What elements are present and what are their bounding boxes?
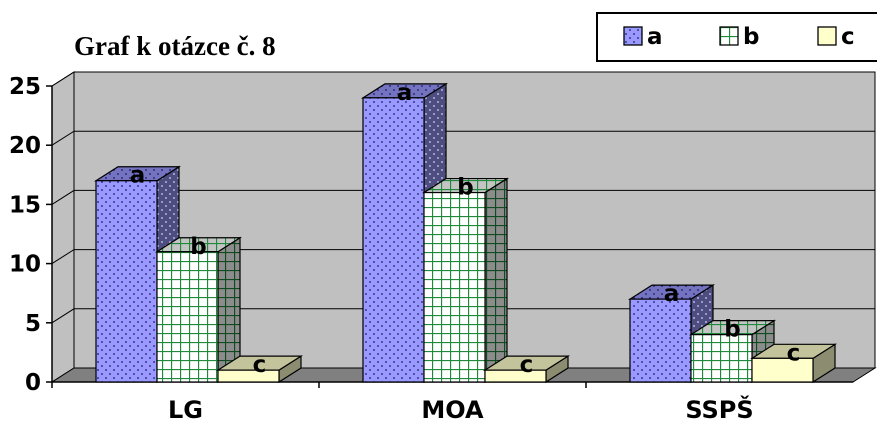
- bar-front: [362, 97, 425, 383]
- bar-b-LG: [154, 236, 243, 384]
- y-tick-label: 0: [25, 370, 41, 396]
- y-tick-label: 25: [9, 74, 41, 100]
- gridline: [51, 308, 875, 324]
- chart-title: Graf k otázce č. 8: [74, 31, 276, 61]
- data-label: a: [397, 80, 413, 106]
- legend: a b c: [596, 12, 877, 62]
- bar-c-MOA: [482, 355, 571, 384]
- legend-label-a: a: [647, 24, 663, 50]
- bar-front: [156, 251, 219, 383]
- data-label: c: [253, 352, 267, 378]
- data-label: b: [724, 317, 740, 343]
- bar-front: [423, 191, 486, 383]
- data-label: c: [787, 340, 801, 366]
- bar-front: [95, 180, 158, 383]
- legend-label-b: b: [743, 24, 759, 50]
- bar-front: [690, 334, 753, 383]
- gridline: [51, 189, 875, 205]
- bar-c-SSPŠ: [749, 343, 838, 384]
- x-category-label: LG: [168, 396, 203, 424]
- y-tick-label: 20: [9, 133, 41, 159]
- plot-area: 0 5 10 15 20 25 LG a b c MOA a b c SSPŠ a b c: [9, 71, 877, 424]
- data-label: a: [130, 163, 146, 189]
- y-tick-label: 5: [25, 311, 41, 337]
- x-category-label: SSPŠ: [685, 394, 753, 424]
- x-category-label: MOA: [421, 396, 484, 424]
- bar-c-LG: [215, 355, 304, 384]
- data-label: b: [190, 234, 206, 260]
- data-label: c: [520, 352, 534, 378]
- bar-b-MOA: [421, 177, 510, 384]
- data-label: a: [664, 281, 680, 307]
- gridline: [51, 130, 875, 146]
- legend-swatch-c: [817, 26, 837, 46]
- bar-front: [629, 298, 692, 383]
- side-wall: [51, 71, 75, 383]
- bar-front: [217, 369, 280, 383]
- legend-swatch-b: [719, 26, 739, 46]
- gridline: [51, 71, 875, 87]
- bar-a-LG: [93, 165, 182, 384]
- gridline: [51, 249, 875, 265]
- bar-front: [751, 357, 814, 383]
- y-tick-label: 15: [9, 192, 41, 218]
- legend-label-c: c: [841, 24, 855, 50]
- legend-swatch-a: [623, 26, 643, 46]
- bar-front: [484, 369, 547, 383]
- y-tick-label: 10: [9, 252, 41, 278]
- data-label: b: [457, 175, 473, 201]
- bar-side: [484, 177, 508, 384]
